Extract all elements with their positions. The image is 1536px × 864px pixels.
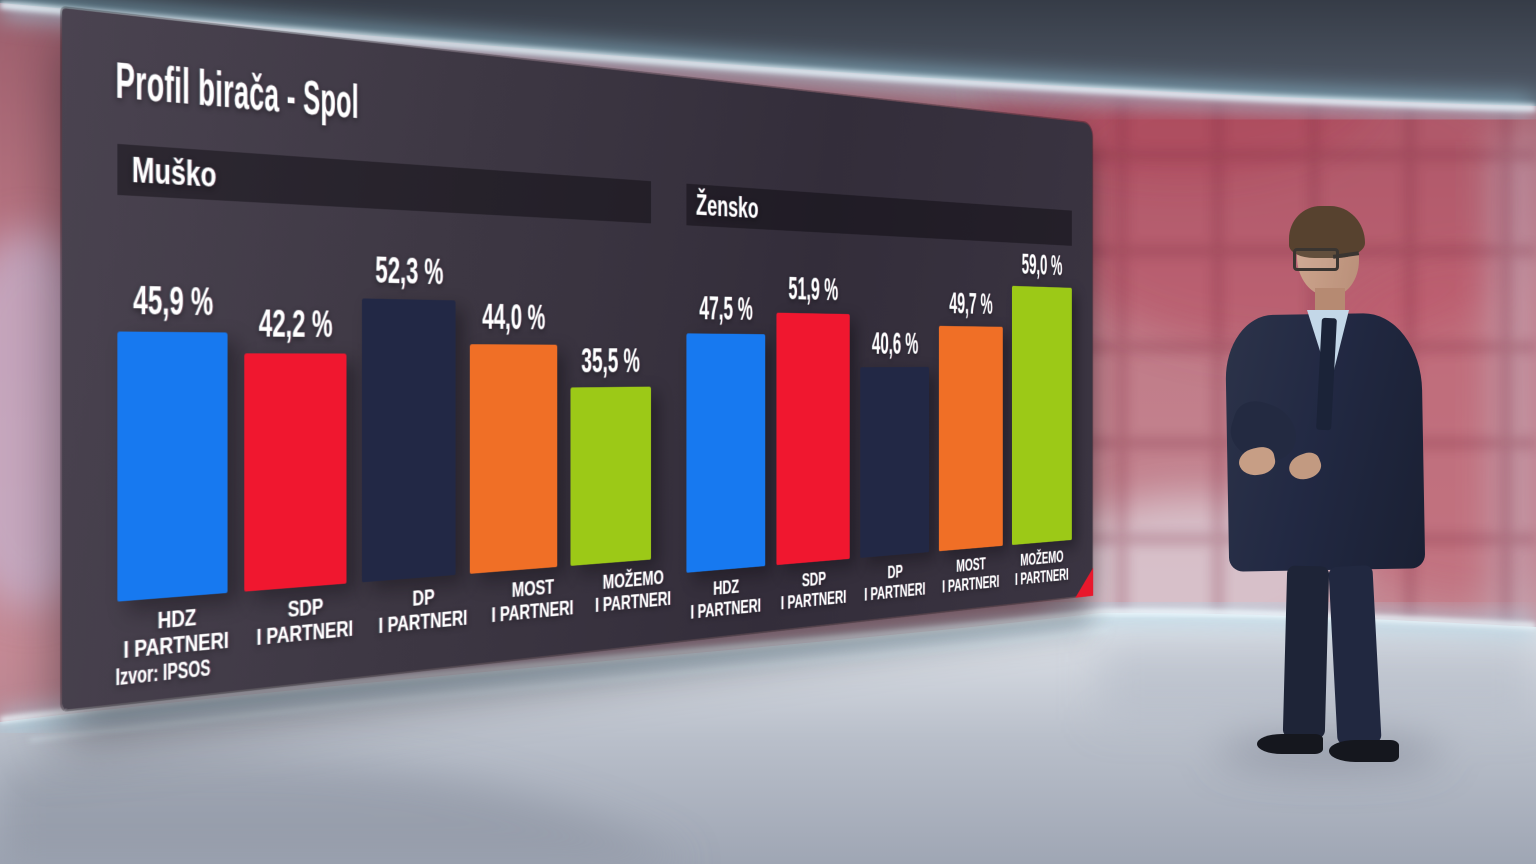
- presenter-glasses: [1293, 248, 1339, 271]
- category-label: SDP I PARTNERI: [780, 568, 847, 615]
- category-label: HDZ I PARTNERI: [690, 576, 762, 624]
- bar-most-i-partneri-zensko: [938, 325, 1003, 552]
- value-label: 49,7 %: [949, 285, 993, 321]
- value-label: 44,0 %: [482, 295, 546, 338]
- category-label: MOŽEMO I PARTNERI: [595, 566, 671, 618]
- bar-column: 35,5 %: [570, 340, 652, 566]
- category-label: SDP I PARTNERI: [256, 594, 354, 652]
- bar-sdp-i-partneri-musko: [244, 353, 347, 592]
- category-label: HDZ I PARTNERI: [123, 604, 229, 665]
- corner-fold-accent: [1075, 567, 1094, 598]
- bar-dp-i-partneri-musko: [361, 298, 456, 583]
- category-label: MOST I PARTNERI: [942, 554, 1000, 598]
- bar-column: 40,6 %: [860, 325, 929, 558]
- category-label: MOST I PARTNERI: [491, 575, 574, 628]
- value-label: 35,5 %: [581, 340, 641, 380]
- bar-column: 45,9 %: [117, 276, 228, 602]
- gender-group-musko: Muško 45,9 % 42,2 % 52,3 % 44,0 % 35,5 % HDZ I …: [117, 143, 671, 665]
- presenter-leg-right: [1328, 564, 1382, 746]
- presenter-shoe-left: [1257, 734, 1323, 754]
- gender-group-zensko: Žensko 47,5 % 51,9 % 40,6 % 49,7 % 59,0 % HDZ I…: [686, 183, 1072, 625]
- value-label: 42,2 %: [259, 300, 333, 346]
- bg-ceiling: [0, 0, 1536, 106]
- bar-column: 47,5 %: [686, 288, 766, 573]
- bar-most-i-partneri-musko: [470, 344, 557, 574]
- category-label: DP I PARTNERI: [864, 561, 926, 606]
- bar-hdz-i-partneri-zensko: [686, 333, 766, 573]
- value-label: 51,9 %: [788, 269, 839, 308]
- bar-mozemo-i-partneri-zensko: [1011, 285, 1072, 546]
- bar-sdp-i-partneri-zensko: [776, 312, 850, 566]
- bar-chart: Muško 45,9 % 42,2 % 52,3 % 44,0 % 35,5 % HDZ I …: [62, 8, 1092, 710]
- group-label: Žensko: [696, 188, 759, 225]
- value-label: 59,0 %: [1021, 247, 1063, 282]
- bar-column: 59,0 %: [1011, 247, 1072, 546]
- category-label: MOŽEMO I PARTNERI: [1015, 547, 1069, 590]
- bar-column: 44,0 %: [470, 296, 557, 574]
- presenter: [1205, 196, 1455, 776]
- group-label: Muško: [131, 149, 217, 195]
- bar-column: 42,2 %: [244, 300, 347, 592]
- presenter-shoe-right: [1329, 740, 1399, 762]
- value-label: 45,9 %: [133, 276, 214, 324]
- bar-column: 49,7 %: [938, 285, 1003, 552]
- value-label: 52,3 %: [375, 248, 444, 293]
- chart-board: Profil birača - Spol Muško 45,9 % 42,2 % 52…: [62, 8, 1094, 710]
- value-label: 47,5 %: [699, 288, 753, 328]
- presenter-leg-left: [1282, 565, 1330, 739]
- bar-column: 51,9 %: [776, 269, 850, 566]
- bar-hdz-i-partneri-musko: [117, 331, 228, 602]
- bar-mozemo-i-partneri-musko: [570, 386, 652, 566]
- category-label: DP I PARTNERI: [378, 585, 468, 639]
- bar-column: 52,3 %: [361, 248, 456, 583]
- bar-dp-i-partneri-zensko: [860, 366, 929, 558]
- value-label: 40,6 %: [871, 325, 919, 361]
